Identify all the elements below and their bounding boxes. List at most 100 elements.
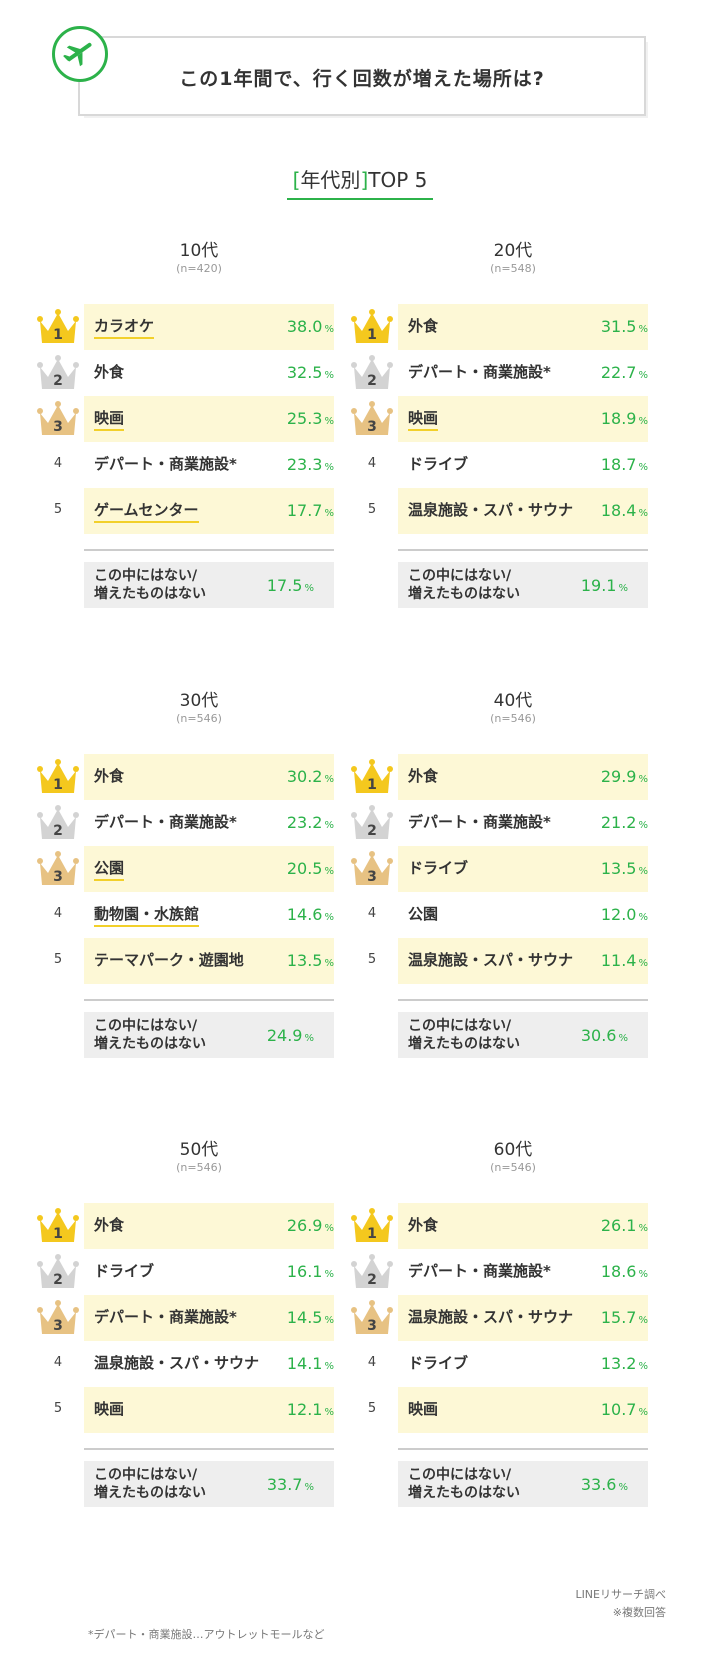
rank-number: 1 xyxy=(367,777,377,793)
panel-1: 20代 (n=548) 1 外食 31.5% 2 デパート・商業施設* 22.7% 3 映画 18.… xyxy=(348,240,668,608)
ranking-row: 2 ドライブ 16.1% xyxy=(34,1249,354,1295)
row-background xyxy=(84,1387,334,1433)
rank-number: 3 xyxy=(53,419,63,435)
divider xyxy=(398,999,648,1001)
rank-number: 5 xyxy=(367,502,377,517)
ranking-row: 3 映画 25.3% xyxy=(34,396,354,442)
age-group-title: 20代 xyxy=(493,241,533,261)
place-label: 外食 xyxy=(94,363,125,381)
ranking-row: 4 動物園・水族館 14.6% xyxy=(34,892,354,938)
sample-size: (n=420) xyxy=(176,262,222,275)
place-label: ドライブ xyxy=(94,1262,155,1280)
none-percentage-value: 30.6% xyxy=(580,1026,628,1045)
place-label: 映画 xyxy=(94,408,125,431)
none-row: この中にはない/増えたものはない 33.6% xyxy=(398,1461,648,1507)
rank-number: 5 xyxy=(53,502,63,517)
none-label: この中にはない/増えたものはない xyxy=(94,1018,206,1052)
divider xyxy=(84,1448,334,1450)
percentage-value: 13.5% xyxy=(600,859,648,878)
percentage-value: 14.6% xyxy=(286,905,334,924)
age-group-title: 30代 xyxy=(179,691,219,711)
rank-number: 4 xyxy=(367,456,377,471)
crown-icon: 1 xyxy=(348,1206,396,1246)
ranking-list: 1 外食 30.2% 2 デパート・商業施設* 23.2% 3 公園 20.5% 4 動物園・水族館… xyxy=(34,754,354,1064)
sample-size: (n=546) xyxy=(490,712,536,725)
rank-number: 5 xyxy=(53,1401,63,1416)
ranking-row: 3 デパート・商業施設* 14.5% xyxy=(34,1295,354,1341)
row-background xyxy=(84,754,334,800)
place-label: 公園 xyxy=(408,905,439,923)
sample-size: (n=546) xyxy=(490,1161,536,1174)
ranking-row: 3 公園 20.5% xyxy=(34,846,354,892)
none-row: この中にはない/増えたものはない 30.6% xyxy=(398,1012,648,1058)
rank-number: 1 xyxy=(367,327,377,343)
place-label: 温泉施設・スパ・サウナ xyxy=(408,1308,574,1326)
place-label: デパート・商業施設* xyxy=(408,1262,551,1280)
rank-number: 1 xyxy=(53,327,63,343)
panel-0: 10代 (n=420) 1 カラオケ 38.0% 2 外食 32.5% 3 映画 25.3% 4 デパー… xyxy=(34,240,354,608)
panel-header: 50代 (n=546) xyxy=(74,1139,324,1175)
none-percentage-value: 33.7% xyxy=(266,1475,314,1494)
row-background xyxy=(398,1295,648,1341)
none-percentage-value: 19.1% xyxy=(580,576,628,595)
divider xyxy=(398,1448,648,1450)
place-label: ドライブ xyxy=(408,1354,469,1372)
ranking-row: 4 ドライブ 13.2% xyxy=(348,1341,668,1387)
row-background xyxy=(398,1387,648,1433)
ranking-list: 1 外食 29.9% 2 デパート・商業施設* 21.2% 3 ドライブ 13.5% 4 公園 12.… xyxy=(348,754,668,1064)
title-box: この1年間で、行く回数が増えた場所は? xyxy=(78,36,646,116)
ranking-row: 4 温泉施設・スパ・サウナ 14.1% xyxy=(34,1341,354,1387)
rank-number: 5 xyxy=(53,952,63,967)
ranking-row: 5 テーマパーク・遊園地 13.5% xyxy=(34,938,354,984)
percentage-value: 23.2% xyxy=(286,813,334,832)
row-background xyxy=(398,396,648,442)
sample-size: (n=548) xyxy=(490,262,536,275)
ranking-row: 2 外食 32.5% xyxy=(34,350,354,396)
ranking-row: 1 外食 29.9% xyxy=(348,754,668,800)
row-background xyxy=(84,488,334,534)
place-label: 外食 xyxy=(408,1216,439,1234)
none-percentage-value: 33.6% xyxy=(580,1475,628,1494)
place-label: 温泉施設・スパ・サウナ xyxy=(408,501,574,519)
percentage-value: 17.7% xyxy=(286,501,334,520)
ranking-list: 1 カラオケ 38.0% 2 外食 32.5% 3 映画 25.3% 4 デパート・商業施設* 23.… xyxy=(34,304,354,614)
percentage-value: 13.2% xyxy=(600,1354,648,1373)
none-row: この中にはない/増えたものはない 17.5% xyxy=(84,562,334,608)
place-label: 外食 xyxy=(408,317,439,335)
rank-number: 3 xyxy=(53,869,63,885)
ranking-row: 1 カラオケ 38.0% xyxy=(34,304,354,350)
airplane-icon xyxy=(52,26,108,82)
percentage-value: 16.1% xyxy=(286,1262,334,1281)
place-label: 温泉施設・スパ・サウナ xyxy=(94,1354,260,1372)
place-label: 動物園・水族館 xyxy=(94,904,200,927)
percentage-value: 10.7% xyxy=(600,1400,648,1419)
place-label: 映画 xyxy=(408,1400,439,1418)
ranking-row: 5 温泉施設・スパ・サウナ 18.4% xyxy=(348,488,668,534)
percentage-value: 18.7% xyxy=(600,455,648,474)
ranking-row: 4 ドライブ 18.7% xyxy=(348,442,668,488)
rank-number: 3 xyxy=(367,1318,377,1334)
age-group-title: 60代 xyxy=(493,1140,533,1160)
ranking-row: 1 外食 26.1% xyxy=(348,1203,668,1249)
ranking-row: 3 温泉施設・スパ・サウナ 15.7% xyxy=(348,1295,668,1341)
subtitle-suffix: TOP 5 xyxy=(368,168,428,192)
place-label: テーマパーク・遊園地 xyxy=(94,951,244,969)
rank-number: 2 xyxy=(53,373,63,389)
place-label: デパート・商業施設* xyxy=(94,1308,237,1326)
place-label: ドライブ xyxy=(408,455,469,473)
percentage-value: 38.0% xyxy=(286,317,334,336)
rank-number: 2 xyxy=(367,823,377,839)
divider xyxy=(84,999,334,1001)
percentage-value: 12.1% xyxy=(286,1400,334,1419)
row-background xyxy=(84,304,334,350)
place-label: 外食 xyxy=(94,767,125,785)
percentage-value: 25.3% xyxy=(286,409,334,428)
ranking-row: 5 映画 10.7% xyxy=(348,1387,668,1433)
crown-icon: 3 xyxy=(34,849,82,889)
place-label: デパート・商業施設* xyxy=(408,813,551,831)
percentage-value: 18.9% xyxy=(600,409,648,428)
none-label: この中にはない/増えたものはない xyxy=(94,568,206,602)
ranking-row: 5 温泉施設・スパ・サウナ 11.4% xyxy=(348,938,668,984)
subtitle-open-bracket: [ xyxy=(292,168,301,192)
percentage-value: 29.9% xyxy=(600,767,648,786)
